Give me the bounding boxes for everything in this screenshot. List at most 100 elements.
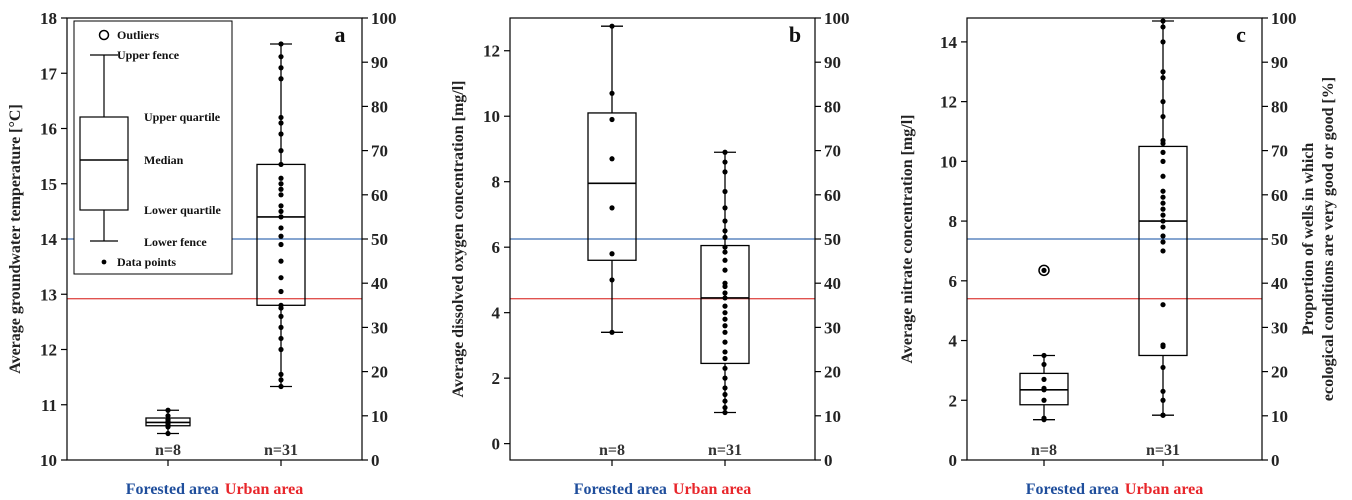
data-point	[1041, 415, 1047, 421]
data-point	[722, 244, 728, 250]
group-label-forested: Forested area	[126, 481, 219, 498]
y2-tick-label: 10	[824, 407, 841, 426]
box-urban: n=31	[1138, 18, 1188, 459]
data-point	[722, 280, 728, 286]
data-point	[722, 385, 728, 391]
legend-label-0: Outliers	[117, 28, 159, 42]
data-point	[1160, 248, 1166, 254]
y-tick-label: 15	[40, 175, 57, 194]
box-forested: n=8	[1019, 264, 1069, 459]
group-labels: Forested area Urban area	[574, 481, 752, 498]
data-point	[1160, 149, 1166, 155]
y2-tick-label: 60	[1271, 186, 1288, 205]
data-point	[722, 149, 728, 155]
y-tick-label: 12	[40, 341, 57, 360]
group-label-forested: Forested area	[574, 481, 667, 498]
legend-label-6: Data points	[117, 255, 176, 269]
y-tick-label: 11	[41, 396, 57, 415]
data-point	[609, 156, 615, 162]
y2-tick-label: 100	[824, 9, 850, 28]
data-point	[278, 214, 284, 220]
data-point	[722, 398, 728, 404]
data-point	[278, 65, 284, 71]
data-point	[1160, 39, 1166, 45]
y-tick-label: 8	[949, 212, 958, 231]
data-point	[722, 375, 728, 381]
data-point	[722, 188, 728, 195]
y-axis-label: Average nitrate concentration [mg/l]	[899, 115, 916, 364]
y2-tick-label: 50	[1271, 230, 1288, 249]
data-point	[722, 267, 728, 273]
data-point	[278, 335, 284, 342]
y2-tick-label: 50	[824, 230, 841, 249]
data-point	[1160, 188, 1166, 194]
data-point	[165, 407, 171, 413]
y2-axis-label-line2: ecological conditions are very good or g…	[1320, 77, 1337, 401]
data-point	[278, 120, 284, 126]
panel-b: 0 2 4 6 8 10 12 0 10 20 30 40 50 60 70 80 90 100 Average d…	[450, 9, 850, 498]
data-point	[1160, 24, 1166, 30]
data-point	[278, 114, 284, 121]
data-point	[1041, 385, 1047, 391]
data-point	[165, 413, 171, 419]
y2-tick-label: 0	[1271, 451, 1280, 470]
data-point	[278, 203, 284, 209]
data-point	[1160, 342, 1166, 348]
y2-tick-label: 30	[1271, 318, 1288, 337]
y2-tick-label: 90	[371, 53, 388, 72]
y-tick-label: 2	[492, 369, 501, 388]
data-point	[278, 233, 284, 239]
y2-tick-label: 90	[824, 53, 841, 72]
data-point	[278, 377, 284, 383]
y2-tick-label: 100	[1271, 9, 1297, 28]
data-point	[278, 371, 284, 377]
data-point	[722, 290, 728, 296]
data-point	[609, 251, 615, 257]
y-tick-label: 10	[940, 152, 957, 171]
legend-label-3: Median	[144, 153, 184, 167]
y2-tick-label: 20	[371, 363, 388, 382]
data-point	[1160, 99, 1166, 105]
panel-letter: a	[335, 22, 346, 47]
data-point	[722, 303, 728, 309]
y-tick-label: 12	[940, 93, 957, 112]
y2-tick-label: 30	[371, 318, 388, 337]
data-point	[609, 205, 615, 211]
group-label-urban: Urban area	[673, 481, 751, 498]
data-point	[609, 23, 615, 29]
data-point	[1160, 412, 1166, 418]
data-point	[278, 346, 284, 353]
y-tick-label: 0	[949, 451, 958, 470]
data-point	[1160, 75, 1166, 81]
data-point	[722, 295, 728, 301]
data-point	[1041, 361, 1047, 368]
data-point	[722, 329, 728, 335]
data-point	[722, 228, 728, 234]
data-point	[1160, 218, 1166, 224]
y2-tick-label: 60	[824, 186, 841, 205]
data-point	[609, 116, 615, 123]
y2-tick-label: 70	[371, 142, 388, 161]
outlier-marker	[1038, 264, 1050, 277]
legend-label-1: Upper fence	[117, 48, 180, 62]
data-point	[1160, 239, 1166, 245]
n-label: n=8	[599, 442, 625, 459]
group-label-urban: Urban area	[225, 481, 303, 498]
legend-label-2: Upper quartile	[144, 110, 221, 124]
y-tick-label: 6	[949, 272, 958, 291]
data-point	[722, 257, 728, 263]
y2-tick-label: 100	[371, 9, 397, 28]
y-axis-label: Average dissolved oxygen concentration […	[450, 81, 467, 398]
y-tick-label: 10	[40, 451, 57, 470]
data-point	[1041, 397, 1047, 403]
n-label: n=31	[264, 442, 298, 459]
data-point	[278, 148, 284, 154]
data-point	[722, 405, 728, 411]
data-point	[609, 277, 615, 283]
y2-tick-label: 10	[371, 407, 388, 426]
data-point	[278, 302, 284, 308]
y-tick-label: 14	[940, 33, 958, 52]
data-point	[278, 41, 284, 47]
y2-tick-label: 80	[824, 97, 841, 116]
